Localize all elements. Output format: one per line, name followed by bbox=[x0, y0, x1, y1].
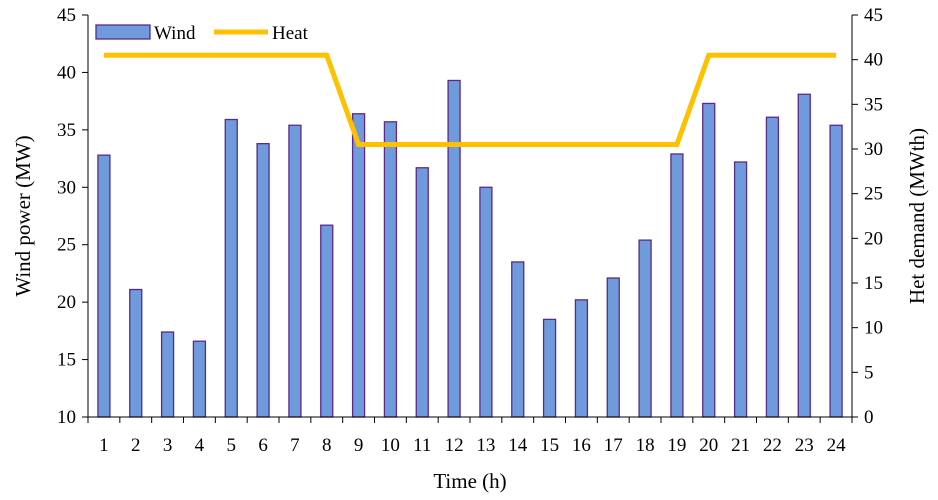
y-tick-label-15: 15 bbox=[57, 350, 76, 371]
x-tick-label-16: 16 bbox=[572, 435, 591, 456]
wind-bar-24 bbox=[829, 124, 843, 418]
y-tick-label-20: 20 bbox=[57, 292, 76, 313]
x-tick-label-21: 21 bbox=[731, 435, 750, 456]
y2-tick-label-20: 20 bbox=[864, 228, 883, 249]
wind-bar-11 bbox=[415, 167, 429, 418]
y2-tick-label-5: 5 bbox=[864, 362, 874, 383]
x-tick-label-8: 8 bbox=[322, 435, 332, 456]
y-tick-label-35: 35 bbox=[57, 120, 76, 141]
legend-wind-label: Wind bbox=[154, 23, 196, 44]
x-tick-label-5: 5 bbox=[227, 435, 237, 456]
wind-bar-3 bbox=[160, 331, 175, 418]
wind-bar-13 bbox=[479, 186, 493, 418]
legend-heat-label: Heat bbox=[272, 23, 309, 44]
wind-bar-1 bbox=[97, 154, 111, 418]
y-tick-label-45: 45 bbox=[57, 5, 76, 26]
wind-bar-10 bbox=[383, 121, 398, 418]
x-tick-label-22: 22 bbox=[763, 435, 782, 456]
y-tick-label-10: 10 bbox=[57, 407, 76, 428]
y-tick-label-25: 25 bbox=[57, 235, 76, 256]
wind-bar-2 bbox=[129, 288, 143, 418]
wind-bar-4 bbox=[192, 340, 207, 418]
x-tick-label-18: 18 bbox=[636, 435, 655, 456]
wind-bar-16 bbox=[574, 299, 589, 418]
wind-bar-22 bbox=[765, 116, 780, 418]
x-tick-label-11: 11 bbox=[413, 435, 431, 456]
y2-tick-label-0: 0 bbox=[864, 407, 874, 428]
y2-tick-label-10: 10 bbox=[864, 318, 883, 339]
y-axis-title: Wind power (MW) bbox=[11, 135, 35, 296]
x-tick-label-14: 14 bbox=[508, 435, 528, 456]
x-tick-label-23: 23 bbox=[795, 435, 814, 456]
wind-bar-21 bbox=[733, 161, 748, 418]
x-tick-label-2: 2 bbox=[131, 435, 141, 456]
x-tick-label-1: 1 bbox=[99, 435, 109, 456]
y2-tick-label-25: 25 bbox=[864, 184, 883, 205]
x-tick-label-7: 7 bbox=[290, 435, 300, 456]
x-tick-label-20: 20 bbox=[699, 435, 718, 456]
legend-wind-swatch bbox=[95, 24, 151, 40]
x-tick-label-9: 9 bbox=[354, 435, 364, 456]
x-tick-label-4: 4 bbox=[195, 435, 205, 456]
wind-bar-14 bbox=[511, 261, 525, 418]
x-tick-label-19: 19 bbox=[667, 435, 686, 456]
y-tick-label-40: 40 bbox=[57, 62, 76, 83]
x-tick-label-15: 15 bbox=[540, 435, 559, 456]
wind-bar-15 bbox=[542, 318, 557, 418]
y2-tick-label-15: 15 bbox=[864, 273, 883, 294]
legend: Wind Heat bbox=[95, 23, 309, 44]
x-tick-label-24: 24 bbox=[827, 435, 847, 456]
wind-bar-12 bbox=[447, 79, 461, 418]
y-tick-label-30: 30 bbox=[57, 177, 76, 198]
wind-bars bbox=[97, 79, 843, 418]
wind-bar-20 bbox=[702, 102, 716, 418]
wind-bar-18 bbox=[638, 239, 652, 418]
x-tick-label-12: 12 bbox=[445, 435, 464, 456]
x-axis-title: Time (h) bbox=[433, 469, 506, 493]
y2-tick-label-30: 30 bbox=[864, 139, 883, 160]
y2-tick-label-45: 45 bbox=[864, 5, 883, 26]
heat-line-group bbox=[103, 52, 837, 148]
wind-bar-8 bbox=[320, 224, 334, 418]
x-tick-label-13: 13 bbox=[476, 435, 495, 456]
x-tick-label-10: 10 bbox=[381, 435, 400, 456]
wind-bar-7 bbox=[288, 124, 302, 418]
wind-bar-23 bbox=[797, 93, 811, 418]
wind-bar-6 bbox=[256, 142, 270, 418]
y2-tick-label-35: 35 bbox=[864, 94, 883, 115]
x-tick-label-17: 17 bbox=[604, 435, 623, 456]
x-tick-label-6: 6 bbox=[258, 435, 268, 456]
wind-bar-17 bbox=[606, 277, 620, 418]
y2-tick-label-40: 40 bbox=[864, 50, 883, 71]
wind-bar-19 bbox=[670, 153, 684, 418]
wind-bar-5 bbox=[224, 118, 238, 418]
wind-bar-9 bbox=[351, 113, 366, 418]
heat-line bbox=[103, 52, 837, 148]
y2-axis-title: Het demand (MWth) bbox=[905, 128, 929, 304]
x-tick-label-3: 3 bbox=[163, 435, 173, 456]
